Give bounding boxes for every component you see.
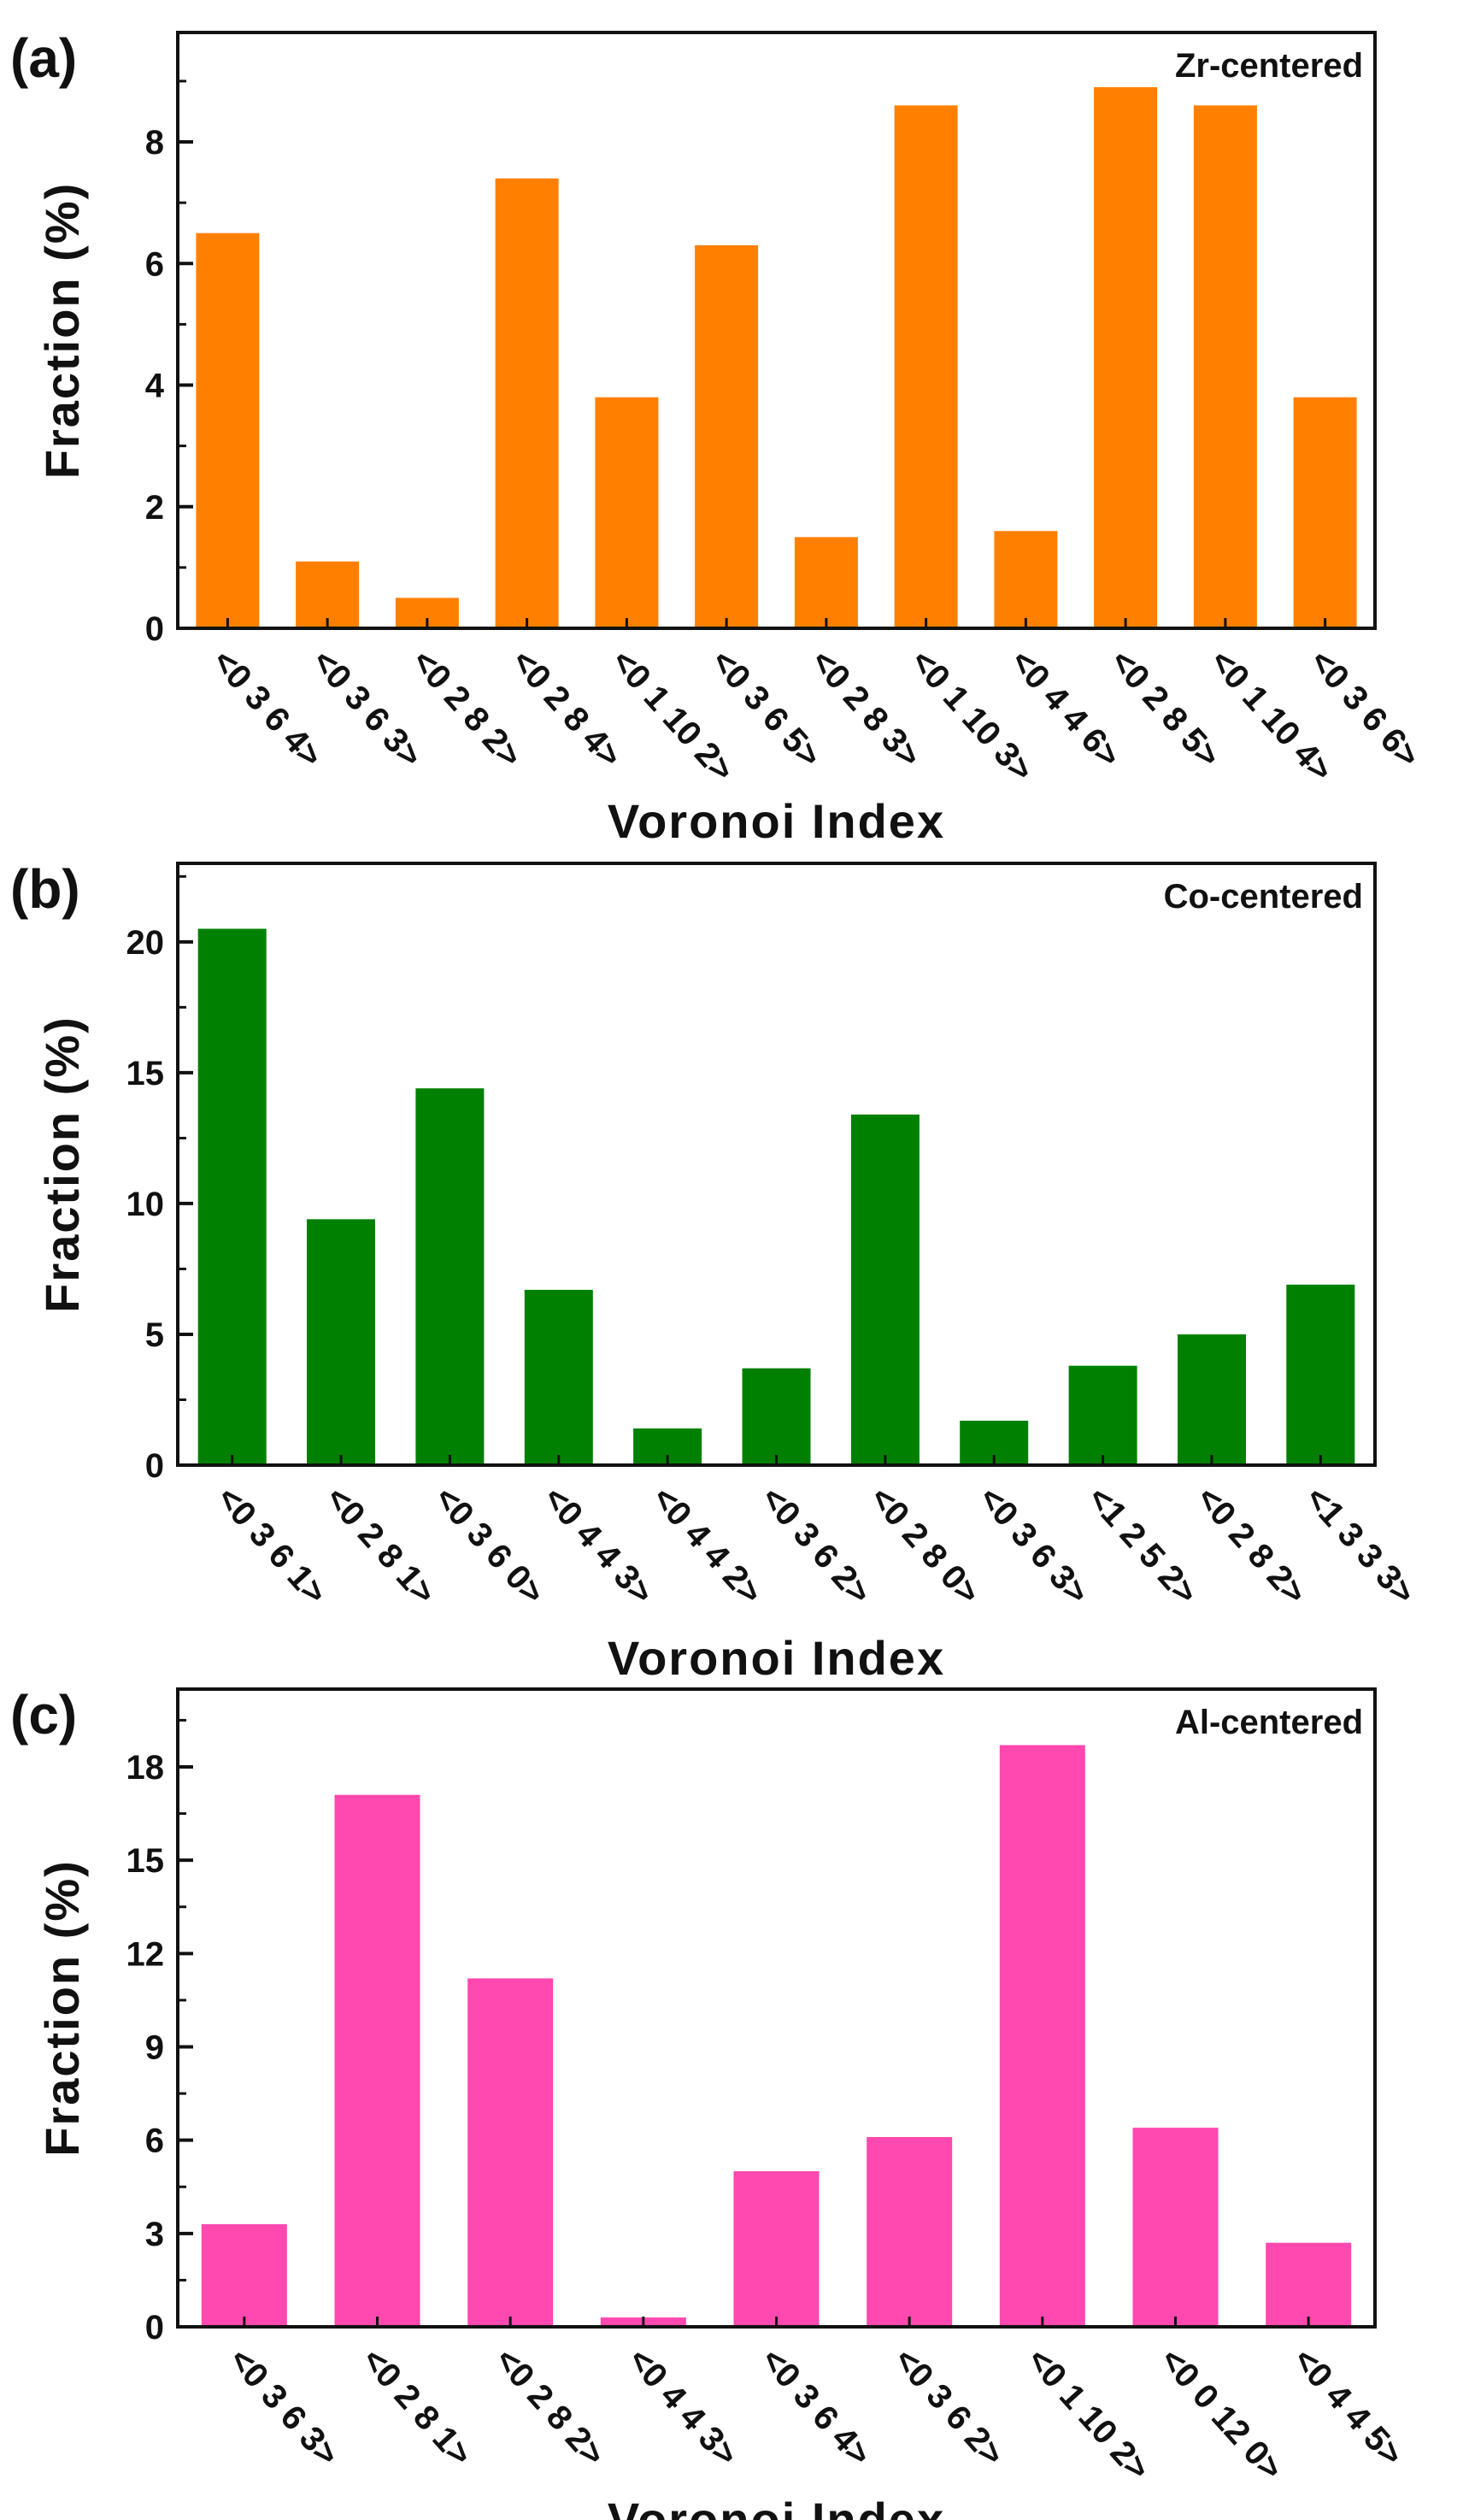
bar-1 [197, 928, 267, 1465]
bar-8 [1132, 2128, 1219, 2327]
x-axis-title: Voronoi Index [608, 1631, 945, 1685]
y-tick-label-3: 15 [126, 1055, 165, 1092]
x-tick-label-8: <0 3 6 3> [972, 1480, 1096, 1612]
bar-2 [296, 561, 360, 628]
bar-11 [1193, 105, 1257, 629]
y-tick-label-1: 2 [145, 489, 164, 527]
bar-1 [196, 233, 260, 628]
x-tick-label-10: <0 2 8 2> [1189, 1480, 1313, 1612]
y-tick-label-3: 9 [145, 2028, 164, 2066]
x-tick-label-8: <0 0 12 0> [1153, 2341, 1290, 2488]
y-axis-title: Fraction (%) [35, 1016, 89, 1313]
x-tick-label-11: <1 3 3 3> [1298, 1480, 1423, 1612]
y-tick-label-2: 6 [145, 2123, 164, 2160]
bar-6 [742, 1368, 811, 1465]
bar-7 [850, 1114, 920, 1465]
y-tick-label-0: 0 [145, 1447, 164, 1485]
x-axis-title: Voronoi Index [608, 2493, 945, 2520]
x-tick-label-9: <0 4 4 5> [1285, 2341, 1410, 2474]
bar-10 [1094, 87, 1158, 628]
bar-6 [695, 244, 759, 628]
y-tick-label-2: 10 [126, 1186, 165, 1223]
x-tick-label-5: <0 4 4 2> [644, 1480, 769, 1612]
panel-label: (c) [10, 1684, 77, 1746]
y-tick-label-6: 18 [126, 1749, 165, 1787]
bar-5 [595, 397, 659, 628]
x-tick-label-6: <0 3 6 2> [754, 1480, 878, 1612]
plot-frame [176, 31, 1377, 630]
bar-3 [467, 1978, 554, 2327]
bar-9 [1068, 1365, 1137, 1465]
x-tick-label-7: <0 1 10 2> [1019, 2341, 1157, 2488]
x-tick-label-1: <0 3 6 1> [209, 1480, 334, 1612]
y-tick-label-4: 20 [126, 924, 165, 962]
y-tick-label-5: 15 [126, 1842, 165, 1880]
y-tick-label-0: 0 [145, 2309, 164, 2346]
x-tick-label-9: <1 2 5 2> [1080, 1480, 1205, 1612]
x-tick-label-3: <0 2 8 2> [487, 2341, 612, 2474]
panel-label: (a) [10, 27, 77, 89]
panel-label: (b) [10, 858, 80, 920]
bar-7 [794, 537, 858, 628]
bar-10 [1178, 1334, 1246, 1465]
bar-2 [334, 1794, 420, 2327]
bar-7 [999, 1745, 1085, 2327]
bar-6 [867, 2137, 953, 2327]
x-tick-label-1: <0 3 6 3> [221, 2341, 346, 2474]
bar-4 [524, 1289, 593, 1465]
bar-1 [201, 2223, 287, 2327]
panel-annotation: Al-centered [1175, 1704, 1363, 1741]
x-tick-label-2: <0 2 8 1> [355, 2341, 479, 2474]
bar-8 [894, 105, 958, 629]
y-tick-label-2: 4 [145, 368, 165, 405]
y-tick-label-4: 12 [126, 1935, 165, 1973]
y-tick-label-4: 8 [145, 124, 164, 162]
x-axis-title: Voronoi Index [608, 794, 945, 848]
bar-9 [994, 531, 1058, 628]
bar-4 [495, 178, 559, 628]
y-axis-title: Fraction (%) [35, 1859, 89, 2157]
bar-9 [1266, 2242, 1352, 2327]
bar-11 [1286, 1284, 1355, 1465]
bar-12 [1293, 397, 1357, 628]
y-tick-label-1: 5 [145, 1316, 164, 1354]
x-tick-label-4: <0 4 4 3> [620, 2341, 745, 2474]
x-tick-label-7: <0 2 8 0> [862, 1480, 987, 1612]
y-axis-title: Fraction (%) [35, 182, 89, 480]
panel-annotation: Zr-centered [1175, 47, 1363, 85]
x-tick-label-5: <0 3 6 4> [754, 2341, 878, 2474]
x-tick-label-3: <0 3 6 0> [427, 1480, 552, 1612]
bar-2 [307, 1219, 375, 1465]
y-tick-label-3: 6 [145, 245, 164, 283]
x-tick-label-2: <0 2 8 1> [318, 1480, 443, 1612]
bar-3 [415, 1088, 485, 1465]
y-tick-label-1: 3 [145, 2216, 164, 2253]
bar-5 [733, 2171, 820, 2327]
panel-annotation: Co-centered [1164, 878, 1363, 916]
x-tick-label-4: <0 4 4 3> [536, 1480, 661, 1612]
x-tick-label-6: <0 3 6 2> [886, 2341, 1011, 2474]
y-tick-label-0: 0 [145, 610, 164, 648]
